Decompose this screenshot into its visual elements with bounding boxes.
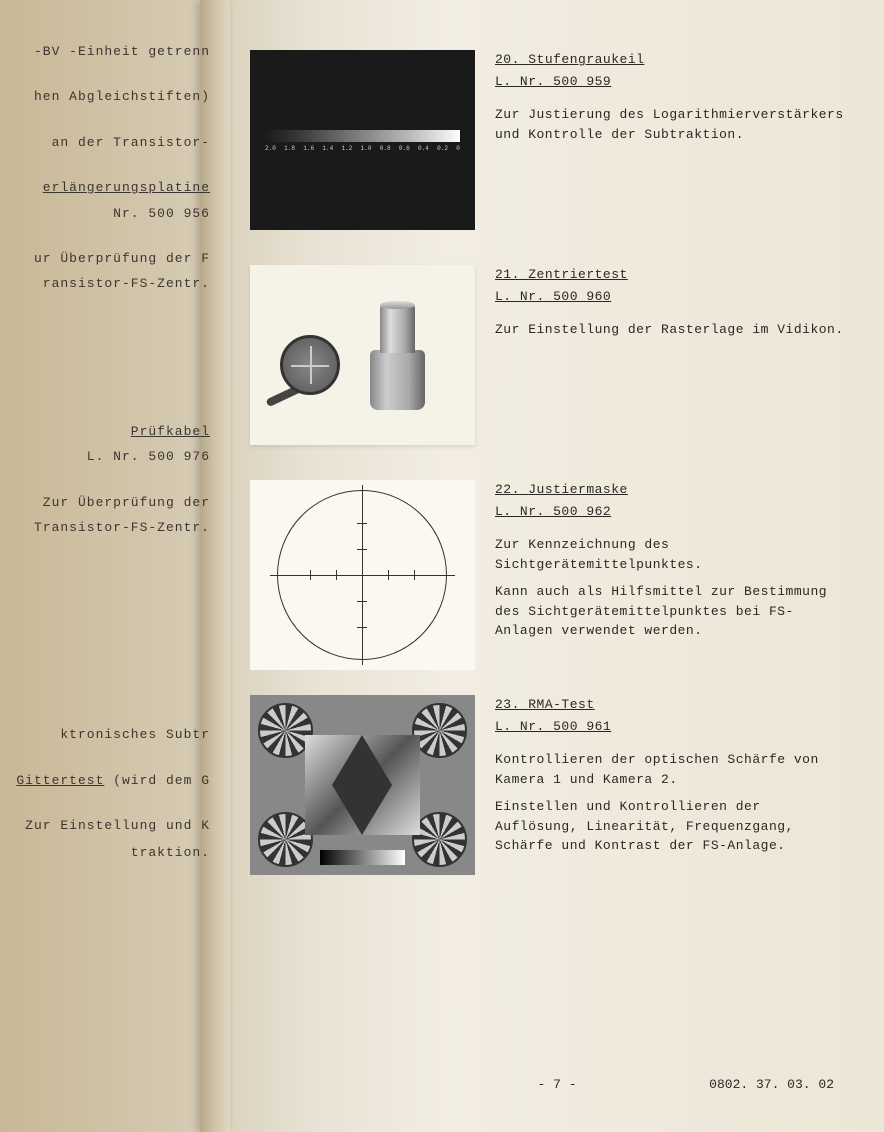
entry-22: 22. Justiermaske L. Nr. 500 962 Zur Kenn… [250, 480, 844, 660]
entry-num: 23. [495, 697, 520, 712]
cylinder-top [380, 305, 415, 353]
gray-wedge-strip [265, 130, 460, 142]
graukeil-graphic: 2.01.81.61.41.21.00.80.60.40.20 [250, 50, 475, 230]
entry-20-desc: Zur Justierung des Logarithmierverstärke… [495, 105, 844, 144]
left-page-text: -BV -Einheit getrenn hen Abgleichstiften… [5, 40, 210, 865]
left-line: Gittertest (wird dem G [5, 769, 210, 792]
entry-23-desc2: Einstellen und Kontrollieren der Auflösu… [495, 797, 844, 856]
entry-23-title: 23. RMA-Test [495, 695, 844, 715]
image-rmatest [250, 695, 475, 875]
entry-20-title: 20. Stufengraukeil [495, 50, 844, 70]
tick [388, 570, 389, 580]
left-suffix: (wird dem G [104, 773, 210, 788]
left-title: Prüfkabel [131, 424, 210, 439]
left-line: traktion. [5, 841, 210, 864]
entry-21-lnr: L. Nr. 500 960 [495, 287, 844, 307]
left-line: hen Abgleichstiften) [5, 85, 210, 108]
left-line: Prüfkabel [5, 420, 210, 443]
entry-num: 20. [495, 52, 520, 67]
right-page: 2.01.81.61.41.21.00.80.60.40.20 20. Stuf… [230, 0, 884, 1132]
test-wedge [332, 735, 392, 785]
entry-21: 21. Zentriertest L. Nr. 500 960 Zur Eins… [250, 265, 844, 445]
entry-num: 21. [495, 267, 520, 282]
entry-21-text: 21. Zentriertest L. Nr. 500 960 Zur Eins… [495, 265, 844, 445]
page-number: - 7 - [537, 1077, 576, 1092]
entry-23-lnr: L. Nr. 500 961 [495, 717, 844, 737]
left-line: L. Nr. 500 976 [5, 445, 210, 468]
test-graybars [320, 850, 405, 865]
entry-name: Zentriertest [528, 267, 628, 282]
entry-22-text: 22. Justiermaske L. Nr. 500 962 Zur Kenn… [495, 480, 844, 660]
left-line: erlängerungsplatine [5, 176, 210, 199]
justiermaske-graphic [250, 480, 475, 670]
entry-22-desc2: Kann auch als Hilfsmittel zur Bestimmung… [495, 582, 844, 641]
crosshair-v [362, 485, 363, 665]
left-line: ktronisches Subtr [5, 723, 210, 746]
document-number: 0802. 37. 03. 02 [709, 1077, 834, 1092]
tick [357, 549, 367, 550]
entry-20-text: 20. Stufengraukeil L. Nr. 500 959 Zur Ju… [495, 50, 844, 230]
cylinder-cap [380, 301, 415, 309]
lens-holder [280, 335, 340, 395]
entry-name: Justiermaske [528, 482, 628, 497]
left-line: Zur Einstellung und K [5, 814, 210, 837]
entry-name: RMA-Test [528, 697, 594, 712]
entry-num: 22. [495, 482, 520, 497]
tick [336, 570, 337, 580]
left-line: -BV -Einheit getrenn [5, 40, 210, 63]
entry-20: 2.01.81.61.41.21.00.80.60.40.20 20. Stuf… [250, 50, 844, 230]
entry-22-title: 22. Justiermaske [495, 480, 844, 500]
left-title: Gittertest [16, 773, 104, 788]
left-line: Transistor-FS-Zentr. [5, 516, 210, 539]
tick [310, 570, 311, 580]
lens-cross-v [310, 346, 312, 384]
tick [357, 627, 367, 628]
entry-23: 23. RMA-Test L. Nr. 500 961 Kontrolliere… [250, 695, 844, 875]
entry-name: Stufengraukeil [528, 52, 644, 67]
left-title: erlängerungsplatine [43, 180, 210, 195]
left-line: ransistor-FS-Zentr. [5, 272, 210, 295]
left-line: an der Transistor- [5, 131, 210, 154]
image-zentriertest [250, 265, 475, 445]
test-pattern-circle [412, 812, 467, 867]
zentriertest-graphic [250, 265, 475, 445]
entry-20-lnr: L. Nr. 500 959 [495, 72, 844, 92]
left-page-partial: -BV -Einheit getrenn hen Abgleichstiften… [0, 0, 220, 1132]
entry-23-desc1: Kontrollieren der optischen Schärfe von … [495, 750, 844, 789]
entry-21-desc: Zur Einstellung der Rasterlage im Vidiko… [495, 320, 844, 340]
left-line: Nr. 500 956 [5, 202, 210, 225]
tick [414, 570, 415, 580]
left-line: Zur Überprüfung der [5, 491, 210, 514]
tick [357, 601, 367, 602]
left-line: ur Überprüfung der F [5, 247, 210, 270]
image-stufengraukeil: 2.01.81.61.41.21.00.80.60.40.20 [250, 50, 475, 230]
entry-22-desc1: Zur Kennzeichnung des Sichtgerätemittelp… [495, 535, 844, 574]
test-wedge [332, 785, 392, 835]
entry-22-lnr: L. Nr. 500 962 [495, 502, 844, 522]
test-pattern-circle [412, 703, 467, 758]
entry-23-text: 23. RMA-Test L. Nr. 500 961 Kontrolliere… [495, 695, 844, 875]
tick [357, 523, 367, 524]
entry-21-title: 21. Zentriertest [495, 265, 844, 285]
gray-wedge-labels: 2.01.81.61.41.21.00.80.60.40.20 [265, 145, 460, 152]
image-justiermaske [250, 480, 475, 660]
cylinder-base [370, 350, 425, 410]
rmatest-graphic [250, 695, 475, 875]
